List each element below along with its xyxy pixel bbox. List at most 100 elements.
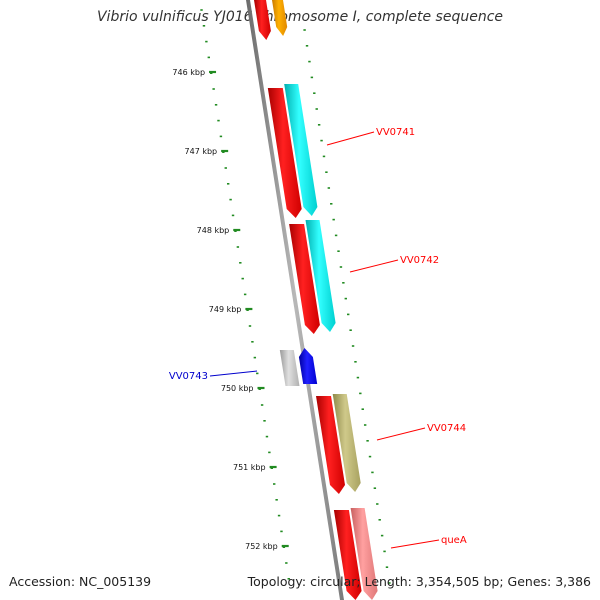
- kbp-label: 751 kbp: [233, 463, 266, 472]
- feature-vv0743-feature[interactable]: [298, 348, 318, 384]
- ruler-minor-tick: [258, 388, 261, 390]
- label-leader-line: [390, 539, 440, 549]
- outer-minor-tick: [373, 487, 377, 489]
- ruler-minor-tick: [256, 372, 259, 375]
- ruler-major-tick: [209, 70, 217, 74]
- topology-text: Topology: circular; Length: 3,354,505 bp…: [247, 574, 591, 589]
- ruler-minor-tick: [214, 104, 218, 106]
- ruler-minor-tick: [219, 135, 223, 138]
- feature-vv0744-cds[interactable]: [332, 394, 361, 492]
- ruler-minor-tick: [270, 467, 273, 469]
- outer-minor-tick: [332, 218, 335, 221]
- outer-minor-tick: [363, 424, 367, 426]
- kbp-label: 750 kbp: [221, 384, 254, 393]
- feature-gene[interactable]: [333, 510, 362, 600]
- outer-minor-tick: [344, 297, 347, 300]
- outer-minor-tick: [380, 534, 384, 537]
- ruler-minor-tick: [231, 214, 235, 217]
- label-leader-line: [376, 427, 426, 441]
- feature-labels: VV0741 VV0742 VV0743 VV0744 queA: [169, 127, 467, 549]
- gene-label-vv0744[interactable]: VV0744: [427, 423, 466, 434]
- ruler-minor-tick: [202, 25, 206, 27]
- outer-minor-tick: [337, 250, 340, 252]
- ruler-major-tick: [221, 149, 229, 153]
- outer-minor-tick: [368, 455, 372, 458]
- label-leader-line: [209, 370, 258, 377]
- outer-minor-tick: [383, 550, 386, 553]
- outer-minor-tick: [305, 45, 309, 47]
- outer-minor-tick: [356, 376, 360, 379]
- kbp-label: 748 kbp: [197, 226, 230, 235]
- outer-minor-tick: [376, 503, 379, 505]
- ruler-major-tick: [281, 544, 289, 548]
- ruler-minor-tick: [210, 72, 213, 74]
- ruler-minor-tick: [236, 246, 240, 248]
- outer-minor-tick: [361, 408, 364, 410]
- ruler-minor-tick: [285, 562, 288, 564]
- ruler-minor-tick: [217, 119, 220, 122]
- outer-minor-tick: [334, 234, 338, 237]
- ruler-minor-tick: [260, 404, 264, 406]
- ruler-minor-tick: [243, 293, 247, 296]
- kbp-ruler: 746 kbp 747 kbp 748 kbp 749 kbp 750 kbp 751 k…: [172, 9, 391, 584]
- feature-gene[interactable]: [267, 88, 302, 218]
- outer-minor-tick: [388, 582, 391, 584]
- ruler-minor-tick: [282, 546, 286, 548]
- outer-minor-tick: [347, 313, 350, 316]
- feature-quea-cds[interactable]: [350, 508, 378, 600]
- ruler-minor-tick: [263, 420, 266, 422]
- ruler-minor-tick: [248, 325, 252, 327]
- ruler-minor-tick: [207, 56, 211, 59]
- ruler-minor-tick: [277, 514, 281, 517]
- kbp-label: 746 kbp: [172, 68, 205, 77]
- outer-minor-tick: [322, 155, 326, 158]
- accession-text: Accession: NC_005139: [9, 574, 152, 589]
- outer-minor-tick: [349, 329, 352, 331]
- outer-minor-tick: [371, 471, 374, 474]
- ruler-minor-tick: [229, 198, 232, 201]
- gene-label-vv0742[interactable]: VV0742: [400, 255, 439, 266]
- feature-vv0741-cds[interactable]: [284, 84, 318, 216]
- backbone: [246, 0, 344, 600]
- outer-minor-tick: [351, 345, 355, 347]
- ruler-minor-tick: [253, 356, 257, 359]
- outer-minor-tick: [325, 171, 328, 173]
- ruler-minor-tick: [200, 9, 203, 11]
- ruler-minor-tick: [239, 262, 242, 264]
- ruler-minor-tick: [222, 151, 225, 153]
- gene-label-vv0743[interactable]: VV0743: [169, 371, 208, 382]
- gene-label-vv0741[interactable]: VV0741: [376, 127, 415, 138]
- feature-gene[interactable]: [289, 224, 320, 334]
- ruler-minor-tick: [265, 435, 269, 438]
- ruler-minor-tick: [280, 530, 283, 533]
- gene-label-quea[interactable]: queA: [441, 535, 467, 546]
- feature-cds[interactable]: [272, 0, 288, 36]
- map-title: Vibrio vulnificus YJ016 chromosome I, co…: [96, 9, 504, 25]
- outer-minor-tick: [366, 440, 369, 442]
- feature-vv0742-cds[interactable]: [305, 220, 336, 332]
- ruler-minor-tick: [273, 483, 276, 485]
- ruler-minor-tick: [246, 309, 249, 311]
- feature-other[interactable]: [279, 350, 300, 386]
- outer-minor-tick: [315, 108, 318, 110]
- outer-minor-tick: [330, 203, 333, 205]
- outer-minor-tick: [354, 361, 357, 363]
- feature-track: [246, 0, 378, 600]
- outer-minor-tick: [378, 519, 381, 521]
- label-leader-line: [349, 259, 399, 273]
- outer-minor-tick: [342, 282, 345, 284]
- outer-minor-tick: [308, 60, 311, 63]
- feature-gene[interactable]: [254, 0, 271, 40]
- outer-minor-tick: [310, 76, 314, 79]
- ruler-minor-tick: [251, 341, 254, 343]
- ruler-minor-tick: [287, 578, 290, 580]
- outer-minor-tick: [303, 29, 306, 31]
- outer-minor-tick: [339, 266, 343, 268]
- feature-gene[interactable]: [316, 396, 345, 494]
- label-leader-line: [326, 131, 375, 146]
- outer-minor-tick: [320, 139, 323, 142]
- kbp-label: 752 kbp: [245, 542, 278, 551]
- outer-minor-tick: [313, 92, 316, 94]
